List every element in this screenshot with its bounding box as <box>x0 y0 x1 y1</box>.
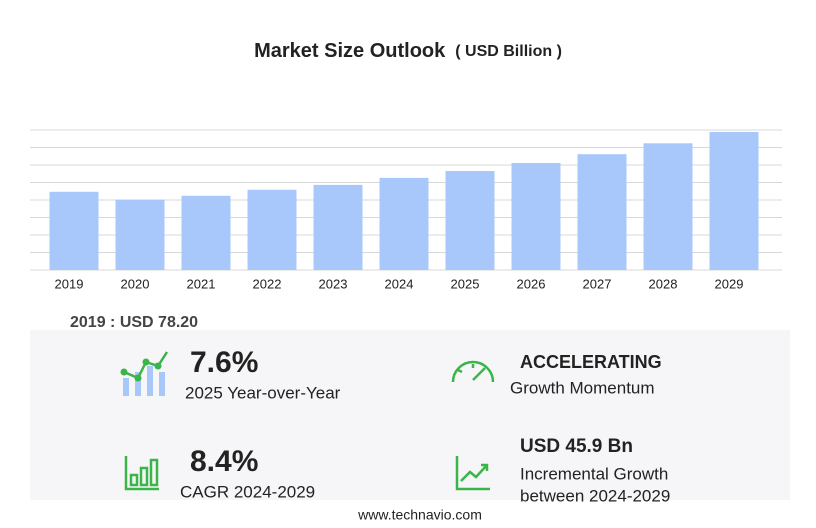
gauge-icon <box>451 360 495 383</box>
chart-title: Market Size Outlook ( USD Billion ) <box>254 40 562 62</box>
summary-panel <box>30 330 790 500</box>
yoy-icon <box>120 351 169 396</box>
bar <box>181 195 231 270</box>
incremental-label: Incremental Growth <box>520 464 668 483</box>
bar <box>49 191 99 270</box>
momentum-label: Growth Momentum <box>510 378 655 397</box>
bar <box>577 154 627 270</box>
x-tick-label: 2020 <box>121 276 150 291</box>
x-tick-label: 2029 <box>715 276 744 291</box>
x-tick-label: 2019 <box>55 276 84 291</box>
x-tick-label: 2028 <box>649 276 678 291</box>
x-tick-label: 2021 <box>187 276 216 291</box>
x-tick-label: 2027 <box>583 276 612 291</box>
plot: 2019 2020 2021 2022 2023 2024 2025 2026 2027 2028… <box>30 129 782 291</box>
incremental-label: between 2024-2029 <box>520 486 670 505</box>
title: Market Size Outlook <box>254 40 446 62</box>
bar <box>379 177 429 270</box>
footer: www.technavio.com <box>357 507 482 523</box>
cagr-label: CAGR 2024-2029 <box>180 482 315 501</box>
x-tick-label: 2024 <box>385 276 414 291</box>
x-tick-label: 2023 <box>319 276 348 291</box>
x-tick-label: 2026 <box>517 276 546 291</box>
yoy-label: 2025 Year-over-Year <box>185 383 341 402</box>
x-tick-label: 2022 <box>253 276 282 291</box>
momentum-value: ACCELERATING <box>520 352 662 372</box>
yoy-value: 7.6% <box>190 346 258 379</box>
cagr-icon <box>124 456 159 491</box>
bar <box>709 132 759 270</box>
bar <box>643 143 693 270</box>
x-tick-label: 2025 <box>451 276 480 291</box>
cagr-value: 8.4% <box>190 445 258 478</box>
bar <box>247 189 297 270</box>
bar <box>313 184 363 270</box>
growth-icon <box>455 456 490 491</box>
unit: ( USD Billion ) <box>455 43 562 60</box>
base-value: 2019 : USD 78.20 <box>70 314 198 331</box>
bar <box>115 199 165 270</box>
incremental-value: USD 45.9 Bn <box>520 436 633 457</box>
bar <box>511 163 561 270</box>
bar <box>445 171 495 270</box>
